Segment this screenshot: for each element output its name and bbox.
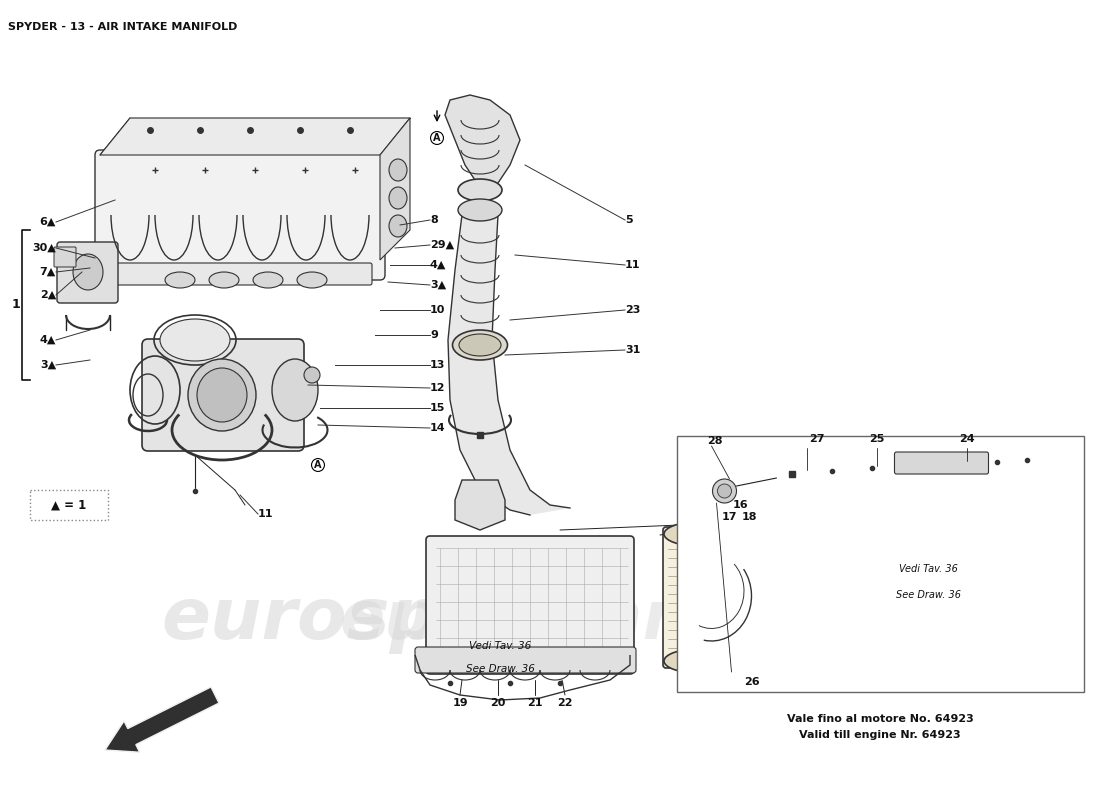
Text: 12: 12 bbox=[430, 383, 446, 393]
Circle shape bbox=[770, 660, 780, 670]
Text: Vedi Tav. 36: Vedi Tav. 36 bbox=[900, 564, 958, 574]
Text: 8: 8 bbox=[430, 215, 438, 225]
Text: 25: 25 bbox=[869, 434, 884, 444]
Text: 11: 11 bbox=[258, 509, 274, 519]
Text: 4▲: 4▲ bbox=[40, 335, 56, 345]
FancyBboxPatch shape bbox=[415, 647, 636, 673]
Polygon shape bbox=[379, 118, 410, 260]
Text: Vedi Tav. 36: Vedi Tav. 36 bbox=[470, 642, 531, 651]
Text: 3▲: 3▲ bbox=[430, 280, 447, 290]
Ellipse shape bbox=[664, 649, 732, 673]
Text: 15: 15 bbox=[430, 403, 446, 413]
Ellipse shape bbox=[389, 159, 407, 181]
Ellipse shape bbox=[389, 187, 407, 209]
Text: 21: 21 bbox=[527, 698, 542, 708]
FancyBboxPatch shape bbox=[142, 339, 304, 451]
Text: Vale fino al motore No. 64923: Vale fino al motore No. 64923 bbox=[786, 714, 974, 724]
Text: 19: 19 bbox=[452, 698, 468, 708]
Text: 29▲: 29▲ bbox=[430, 240, 454, 250]
Text: ▲ = 1: ▲ = 1 bbox=[52, 498, 87, 511]
Circle shape bbox=[304, 367, 320, 383]
Text: 20: 20 bbox=[491, 698, 506, 708]
Text: 5: 5 bbox=[625, 215, 632, 225]
Polygon shape bbox=[448, 215, 570, 515]
Circle shape bbox=[847, 540, 857, 550]
Ellipse shape bbox=[458, 199, 502, 221]
Text: 27: 27 bbox=[808, 434, 824, 444]
Circle shape bbox=[847, 660, 857, 670]
Circle shape bbox=[770, 540, 780, 550]
Ellipse shape bbox=[197, 368, 248, 422]
Text: 4▲: 4▲ bbox=[430, 260, 447, 270]
Polygon shape bbox=[100, 118, 410, 155]
Text: 17: 17 bbox=[722, 512, 737, 522]
Ellipse shape bbox=[160, 319, 230, 361]
FancyBboxPatch shape bbox=[663, 527, 733, 668]
Text: eurospares: eurospares bbox=[339, 587, 761, 653]
Text: Valid till engine Nr. 64923: Valid till engine Nr. 64923 bbox=[800, 730, 960, 740]
Text: 1: 1 bbox=[11, 298, 20, 311]
Text: 9: 9 bbox=[430, 330, 438, 340]
Polygon shape bbox=[446, 95, 520, 195]
Text: A: A bbox=[433, 133, 441, 143]
Ellipse shape bbox=[73, 254, 103, 290]
Text: 14: 14 bbox=[430, 423, 446, 433]
Ellipse shape bbox=[272, 359, 318, 421]
Text: See Draw. 36: See Draw. 36 bbox=[466, 664, 535, 674]
Ellipse shape bbox=[297, 272, 327, 288]
Text: 31: 31 bbox=[625, 345, 640, 355]
Ellipse shape bbox=[664, 522, 732, 546]
Text: 30▲: 30▲ bbox=[32, 243, 56, 253]
FancyBboxPatch shape bbox=[54, 247, 76, 267]
Text: A: A bbox=[315, 460, 321, 470]
Ellipse shape bbox=[458, 179, 502, 201]
Text: 16: 16 bbox=[733, 500, 749, 510]
Ellipse shape bbox=[209, 272, 239, 288]
Text: 23: 23 bbox=[625, 305, 640, 315]
Text: 26: 26 bbox=[744, 677, 759, 687]
Ellipse shape bbox=[459, 334, 500, 356]
Text: 6▲: 6▲ bbox=[40, 217, 56, 227]
Text: 18: 18 bbox=[742, 512, 758, 522]
FancyBboxPatch shape bbox=[426, 536, 634, 674]
Text: 28: 28 bbox=[706, 436, 723, 446]
Ellipse shape bbox=[389, 215, 407, 237]
Ellipse shape bbox=[253, 272, 283, 288]
Ellipse shape bbox=[188, 359, 256, 431]
FancyBboxPatch shape bbox=[757, 525, 872, 680]
FancyBboxPatch shape bbox=[108, 263, 372, 285]
FancyBboxPatch shape bbox=[57, 242, 118, 303]
Text: 7▲: 7▲ bbox=[40, 267, 56, 277]
FancyArrow shape bbox=[104, 687, 219, 752]
FancyBboxPatch shape bbox=[676, 436, 1084, 692]
FancyBboxPatch shape bbox=[95, 150, 385, 280]
FancyBboxPatch shape bbox=[30, 490, 108, 520]
Text: 10: 10 bbox=[430, 305, 446, 315]
Text: 22: 22 bbox=[558, 698, 573, 708]
Circle shape bbox=[717, 484, 732, 498]
Text: 3▲: 3▲ bbox=[40, 360, 56, 370]
Text: SPYDER - 13 - AIR INTAKE MANIFOLD: SPYDER - 13 - AIR INTAKE MANIFOLD bbox=[8, 22, 238, 32]
Ellipse shape bbox=[165, 272, 195, 288]
Ellipse shape bbox=[452, 330, 507, 360]
Text: 24: 24 bbox=[959, 434, 975, 444]
Text: 13: 13 bbox=[430, 360, 446, 370]
Circle shape bbox=[713, 479, 737, 503]
Polygon shape bbox=[455, 480, 505, 530]
Text: eurospares: eurospares bbox=[162, 586, 618, 654]
Text: 2▲: 2▲ bbox=[40, 290, 56, 300]
Text: 11: 11 bbox=[625, 260, 640, 270]
FancyBboxPatch shape bbox=[894, 452, 989, 474]
Text: See Draw. 36: See Draw. 36 bbox=[896, 590, 961, 600]
